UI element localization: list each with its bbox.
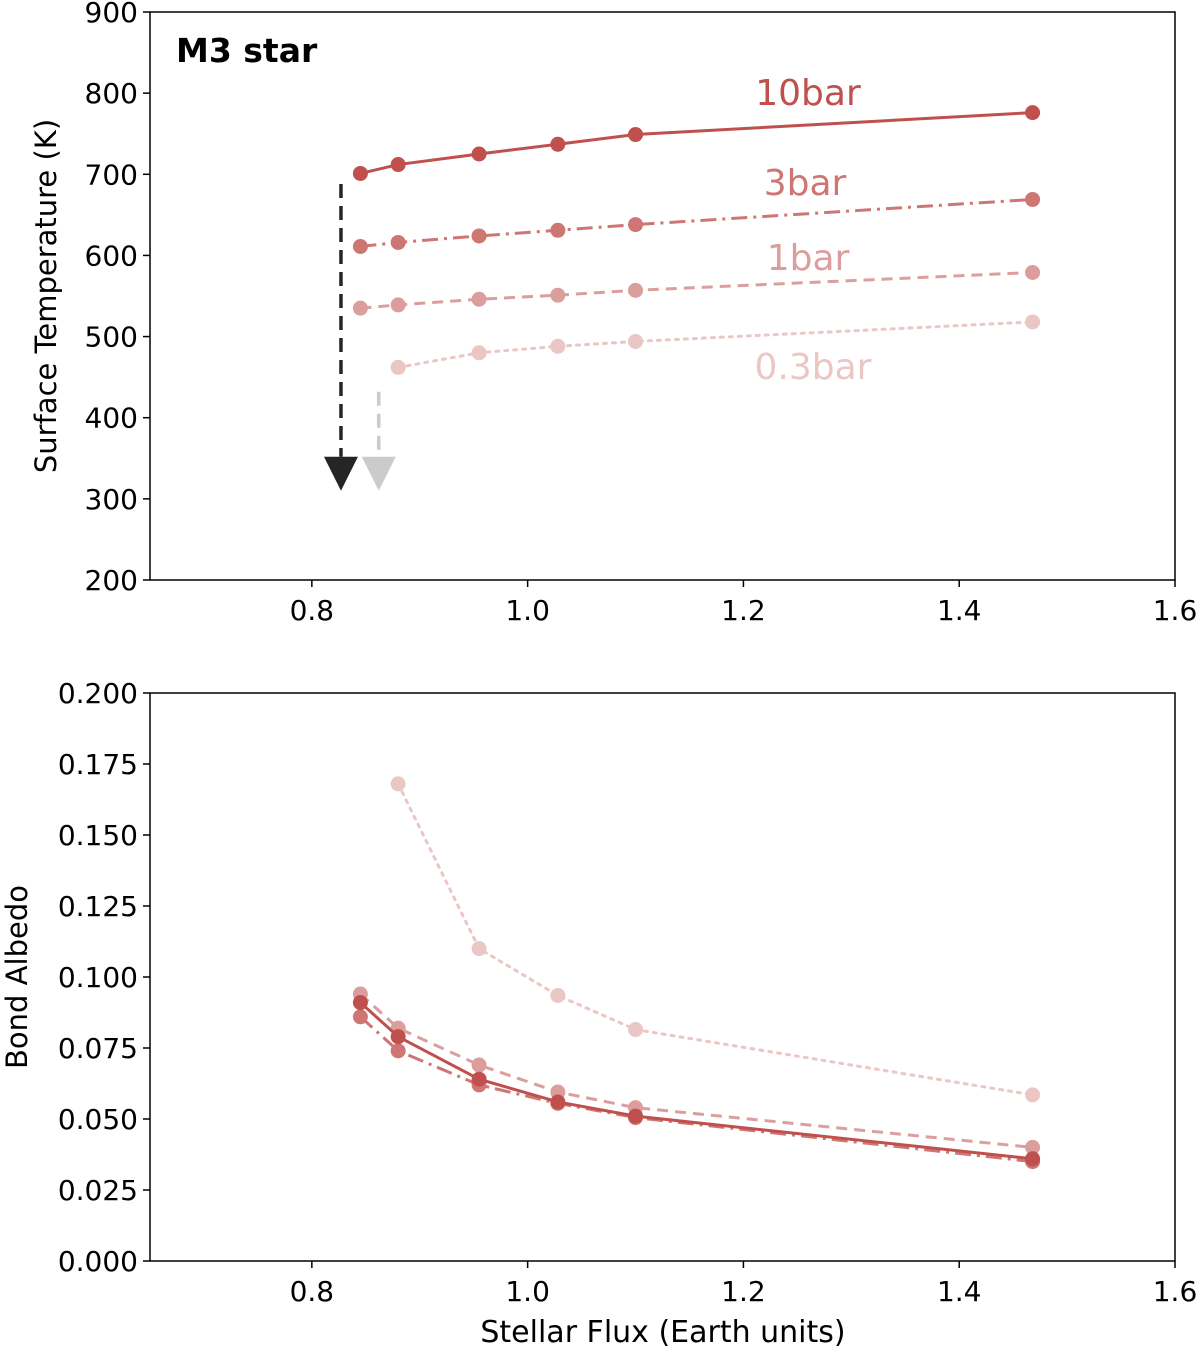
plot-frame (149, 11, 1176, 581)
y-tick-label: 0.150 (58, 819, 138, 852)
y-tick-label: 400 (85, 402, 138, 435)
data-point-3bar (390, 234, 406, 250)
y-tick-label: 0.100 (58, 961, 138, 994)
data-point-1bar (1025, 264, 1041, 280)
data-point-3bar (628, 217, 644, 233)
data-point-0.3bar (550, 338, 566, 354)
x-tick-label: 0.8 (290, 594, 335, 627)
arrow-head (323, 456, 358, 491)
y-tick-label: 600 (85, 239, 138, 272)
data-point-3bar (471, 228, 487, 244)
series-line-0.3bar (396, 320, 1035, 369)
arrow-head (361, 456, 396, 491)
data-point-10bar (390, 157, 406, 173)
data-point-10bar (352, 165, 368, 181)
data-point-0.3bar (471, 941, 487, 957)
y-tick-label: 800 (85, 77, 138, 110)
data-point-1bar (550, 1084, 566, 1100)
series-3bar (352, 191, 1041, 255)
albedo-panel: 0.8 1.0 1.2 1.4 1.6 0.000 0.025 0.050 0.075 0.100… (0, 677, 1197, 1308)
series-line-3bar (360, 197, 1033, 248)
y-tick-label: 0.000 (58, 1245, 138, 1278)
data-point-3bar (550, 222, 566, 238)
y-tick-label: 0.075 (58, 1032, 138, 1065)
data-point-3bar (352, 1009, 368, 1025)
data-point-1bar (550, 287, 566, 303)
series-line-10bar (359, 1001, 1033, 1161)
series-line-10bar (360, 111, 1033, 175)
x-tick-label: 1.4 (937, 1275, 982, 1308)
y-tick-label: 0.175 (58, 748, 138, 781)
data-point-0.3bar (628, 333, 644, 349)
data-point-1bar (1025, 1139, 1041, 1155)
x-tick-label: 1.2 (721, 1275, 766, 1308)
plot-frame (149, 692, 1176, 1262)
data-point-1bar (390, 1020, 406, 1036)
x-tick-label: 1.0 (505, 594, 550, 627)
y-tick-label: 300 (85, 483, 138, 516)
series-label-0.3bar: 0.3bar (755, 347, 872, 388)
series-line-0.3bar (396, 782, 1035, 1097)
data-point-3bar (1025, 191, 1041, 207)
series-1bar (352, 264, 1041, 316)
data-point-0.3bar (390, 359, 406, 375)
x-tick-label: 1.2 (721, 594, 766, 627)
data-point-1bar (471, 1057, 487, 1073)
y-tick-label: 500 (85, 321, 138, 354)
series-label-3bar: 3bar (764, 163, 847, 204)
x-tick-label: 1.6 (1153, 594, 1198, 627)
temperature-panel: 0.8 1.0 1.2 1.4 1.6 200 300 400 500 600 700 800 900 S… (29, 0, 1197, 627)
data-point-3bar (390, 1043, 406, 1059)
x-tick-label: 0.8 (290, 1275, 335, 1308)
y-tick-label: 700 (85, 158, 138, 191)
series-line-1bar (360, 270, 1033, 310)
series-10bar (352, 105, 1041, 181)
data-point-3bar (352, 239, 368, 255)
data-point-0.3bar (471, 345, 487, 361)
y-tick-label: 900 (85, 0, 138, 29)
data-point-10bar (628, 127, 644, 143)
downward-arrow (323, 184, 358, 491)
star-type-annotation: M3 star (176, 31, 318, 70)
y-tick-label: 0.200 (58, 677, 138, 710)
data-point-0.3bar (628, 1022, 644, 1038)
data-point-10bar (1025, 105, 1041, 121)
x-axis-label: Stellar Flux (Earth units) (480, 1315, 845, 1348)
series-0.3bar (390, 776, 1041, 1103)
series-line-3bar (359, 1015, 1033, 1164)
data-point-1bar (390, 297, 406, 313)
data-point-3bar (1025, 1154, 1041, 1170)
x-tick-label: 1.6 (1153, 1275, 1198, 1308)
data-point-1bar (628, 282, 644, 298)
x-tick-label: 1.0 (505, 1275, 550, 1308)
series-label-1bar: 1bar (767, 238, 850, 279)
y-tick-label: 0.050 (58, 1103, 138, 1136)
y-tick-label: 200 (85, 564, 138, 597)
data-point-0.3bar (1025, 1087, 1041, 1103)
data-point-1bar (352, 986, 368, 1002)
data-point-1bar (352, 300, 368, 316)
data-point-10bar (550, 136, 566, 152)
data-point-0.3bar (550, 987, 566, 1003)
data-point-10bar (471, 146, 487, 162)
x-tick-label: 1.4 (937, 594, 982, 627)
series-10bar (352, 995, 1041, 1167)
data-point-3bar (471, 1077, 487, 1093)
data-point-1bar (471, 291, 487, 307)
data-point-3bar (550, 1095, 566, 1111)
y-tick-label: 0.025 (58, 1174, 138, 1207)
series-1bar (352, 986, 1041, 1155)
series-label-10bar: 10bar (755, 73, 861, 114)
y-axis-label: Bond Albedo (0, 885, 34, 1069)
y-axis-label: Surface Temperature (K) (29, 119, 63, 473)
series-3bar (352, 1009, 1041, 1170)
series-0.3bar (390, 314, 1041, 375)
data-point-0.3bar (1025, 314, 1041, 330)
y-tick-label: 0.125 (58, 890, 138, 923)
downward-arrow (361, 391, 396, 491)
data-point-0.3bar (390, 776, 406, 792)
data-point-1bar (628, 1100, 644, 1116)
series-line-1bar (359, 992, 1033, 1149)
